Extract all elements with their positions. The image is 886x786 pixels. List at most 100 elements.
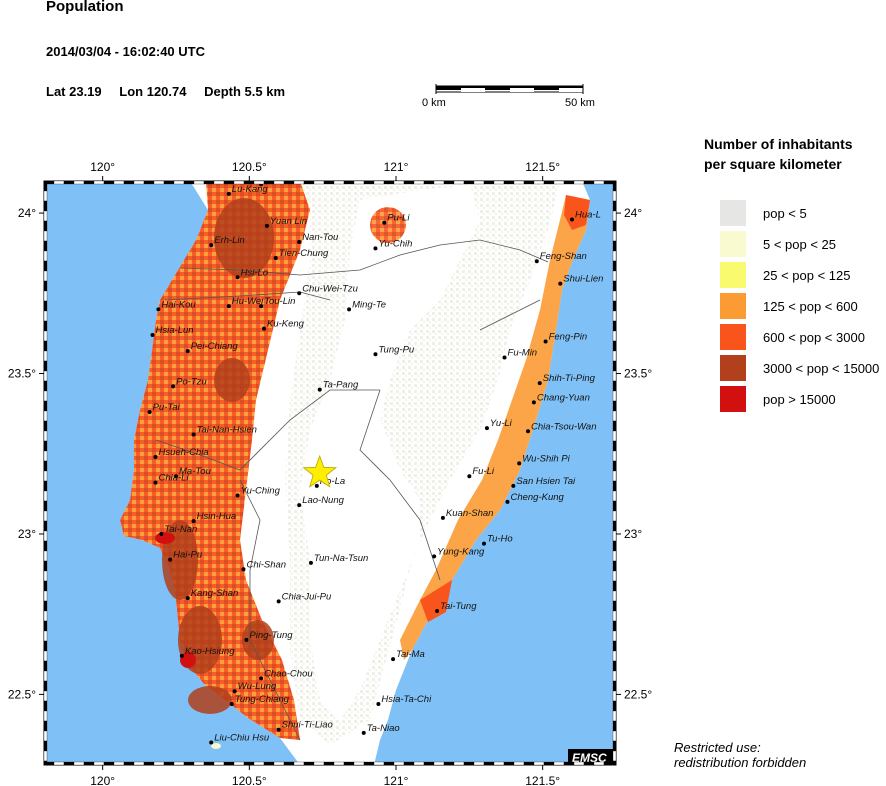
city-label: Hai-Pu (173, 550, 203, 561)
frame-bar (43, 200, 48, 212)
right-lat-label: 23.5° (624, 367, 652, 381)
city-dot (297, 503, 302, 508)
city-dot (168, 557, 173, 562)
city-label: Feng-Shan (540, 251, 587, 262)
frame-bar (43, 540, 48, 552)
city-label: Fu-Li (472, 466, 495, 477)
frame-bar (553, 761, 565, 766)
city-dot (361, 730, 366, 735)
legend-label: 600 < pop < 3000 (763, 330, 865, 345)
frame-bar (43, 280, 48, 292)
frame-bar (393, 180, 405, 185)
frame-bar (612, 300, 617, 312)
legend-swatch (720, 324, 746, 350)
frame-bar (612, 620, 617, 632)
city-dot (570, 217, 574, 222)
frame-bar (43, 690, 48, 702)
frame-bar (612, 230, 617, 242)
city-dot (229, 702, 234, 707)
frame-bar (143, 761, 155, 766)
frame-bar (603, 761, 615, 766)
frame-bar (43, 470, 48, 482)
frame-bar (612, 310, 617, 322)
frame-bar (43, 320, 48, 332)
epicenter-star-icon[interactable] (302, 454, 338, 488)
frame-bar (363, 180, 375, 185)
city-label: Tai-Nan (164, 524, 197, 535)
city-dot (171, 384, 176, 389)
frame-bar (612, 590, 617, 602)
frame-bar (163, 761, 175, 766)
frame-bar (423, 761, 435, 766)
frame-bar (73, 180, 85, 185)
frame-bar (612, 450, 617, 462)
city-label: Hu-Wei (232, 296, 264, 307)
frame-bar (563, 761, 575, 766)
frame-bar (93, 180, 105, 185)
frame-bar (323, 180, 335, 185)
frame-bar (383, 761, 395, 766)
frame-bar (433, 761, 445, 766)
frame-bar (573, 761, 585, 766)
frame-bar (612, 240, 617, 252)
frame-bar (453, 761, 465, 766)
frame-bar (612, 560, 617, 572)
left-lat-label: 23.5° (8, 367, 36, 381)
city-label: Hsin-Hua (197, 511, 237, 522)
city-label: San Hsien Tai (516, 476, 576, 487)
frame-bar (283, 180, 295, 185)
frame-bar (43, 390, 48, 402)
city-label: Tai-Nan-Hsien (197, 424, 257, 435)
frame-bar (43, 460, 48, 472)
city-dot (209, 243, 214, 248)
frame-bar (253, 761, 265, 766)
frame-bar (612, 670, 617, 682)
city-dot (244, 637, 249, 642)
city-label: Wu-Shih Pi (522, 453, 570, 464)
legend-item: pop < 5 (720, 200, 886, 231)
city-label: Po-Tzu (176, 376, 207, 387)
frame-bar (523, 761, 535, 766)
frame-bar (43, 650, 48, 662)
frame-bar (63, 761, 75, 766)
city-label: Yu-Li (490, 418, 513, 429)
legend-label: 125 < pop < 600 (763, 299, 858, 314)
city-dot (558, 281, 563, 286)
frame-ticks (43, 180, 617, 766)
city-dot (235, 275, 240, 280)
frame-bar (83, 180, 95, 185)
frame-bar (612, 610, 617, 622)
frame-bar (273, 761, 285, 766)
top-lon-label: 120.5° (232, 160, 267, 174)
frame-bar (43, 750, 48, 762)
top-lon-label: 121.5° (525, 160, 560, 174)
frame-bar (43, 300, 48, 312)
city-dot (185, 596, 190, 601)
longitude-label: Lon 120.74 (119, 84, 187, 99)
frame-bar (612, 200, 617, 212)
frame-bar (403, 180, 415, 185)
frame-bar (43, 440, 48, 452)
city-label: Chia-Jui-Pu (282, 591, 332, 602)
frame-bar (612, 760, 617, 766)
city-label: Tung-Pu (378, 344, 414, 355)
city-label: Ko-La (320, 476, 345, 487)
city-label: Shui-Lien (563, 274, 603, 285)
legend-swatch (720, 355, 746, 381)
frame-bar (363, 761, 375, 766)
city-dot (276, 727, 281, 732)
city-dot (226, 304, 231, 309)
city-label: Ta-Niao (367, 723, 400, 734)
liuchiu-island (211, 743, 221, 749)
legend-swatch (720, 386, 746, 412)
city-dot (259, 676, 264, 681)
frame-bar (612, 250, 617, 262)
frame-bar (43, 680, 48, 692)
frame-bar (133, 761, 145, 766)
city-dot (191, 519, 196, 524)
frame-bar (43, 580, 48, 592)
frame-bar (612, 360, 617, 372)
left-lat-label: 24° (18, 206, 36, 220)
frame-bar (103, 761, 115, 766)
